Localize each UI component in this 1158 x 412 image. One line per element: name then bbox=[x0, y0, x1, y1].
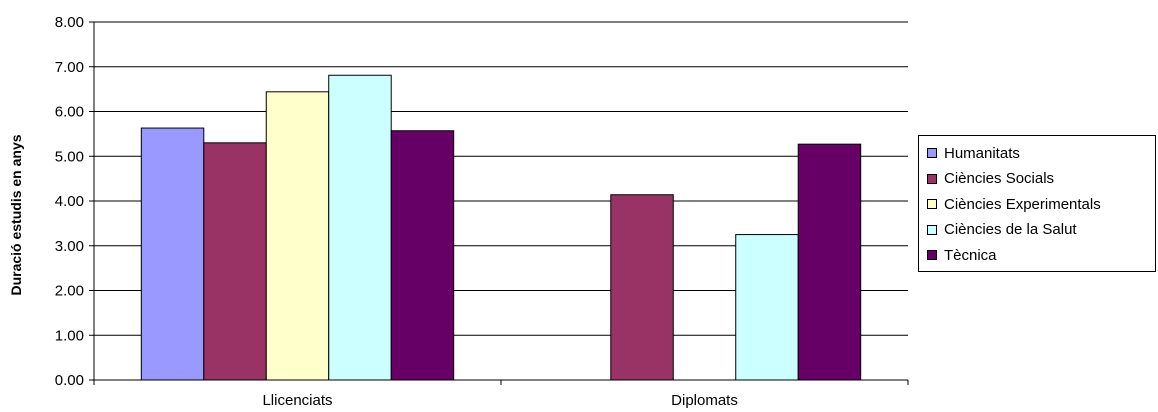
legend-item: Humanitats bbox=[919, 142, 1020, 164]
legend-label: Ciències Socials bbox=[944, 170, 1055, 187]
legend-swatch bbox=[927, 199, 937, 209]
legend-swatch bbox=[927, 173, 937, 184]
y-tick-label: 4.00 bbox=[55, 193, 84, 210]
bar bbox=[610, 194, 674, 381]
bar bbox=[140, 127, 205, 381]
y-tick-label: 1.00 bbox=[55, 327, 84, 344]
legend-label: Humanitats bbox=[944, 144, 1020, 162]
legend-item: Ciències Socials bbox=[919, 168, 1054, 190]
bars bbox=[140, 74, 862, 381]
axes: 0.00 1.00 2.00 3.00 4.00 5.00 6.00 7.00 8.00 Llic… bbox=[55, 14, 909, 409]
legend-swatch bbox=[927, 250, 937, 260]
x-tick-label: Llicenciats bbox=[262, 392, 332, 409]
bar bbox=[797, 143, 862, 381]
legend-swatch bbox=[927, 224, 937, 235]
legend-label: Ciències de la Salut bbox=[944, 221, 1077, 238]
y-axis-label: Duració estudis en anys bbox=[8, 134, 24, 295]
bar bbox=[328, 74, 392, 381]
bar bbox=[735, 234, 799, 381]
legend-label: Ciències Experimentals bbox=[944, 195, 1101, 213]
y-tick-label: 0.00 bbox=[55, 372, 84, 389]
y-tick-label: 6.00 bbox=[55, 104, 84, 121]
legend-item: Ciències de la Salut bbox=[919, 219, 1077, 241]
legend-item: Ciències Experimentals bbox=[919, 193, 1101, 215]
legend-item: Tècnica bbox=[919, 244, 997, 266]
legend-swatch bbox=[927, 148, 937, 158]
legend-label: Tècnica bbox=[944, 246, 997, 264]
y-tick-label: 8.00 bbox=[55, 14, 84, 31]
y-tick-label: 5.00 bbox=[55, 148, 84, 165]
bar bbox=[265, 91, 330, 381]
y-tick-label: 2.00 bbox=[55, 283, 84, 300]
legend: Humanitats Ciències Socials Ciències Exper… bbox=[918, 135, 1156, 272]
x-tick-label: Diplomats bbox=[671, 392, 738, 409]
y-tick-label: 7.00 bbox=[55, 59, 84, 76]
bar bbox=[203, 142, 267, 381]
y-tick-label: 3.00 bbox=[55, 238, 84, 255]
bar bbox=[390, 130, 455, 381]
